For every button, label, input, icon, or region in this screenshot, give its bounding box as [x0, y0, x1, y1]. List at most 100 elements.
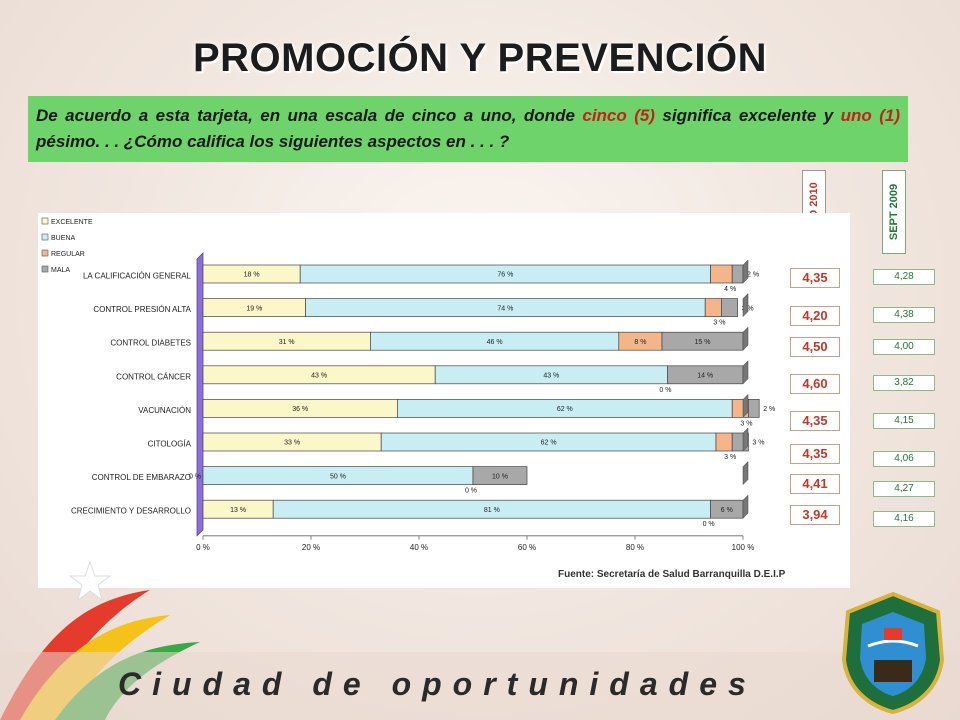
x-tick-label: 40 % [410, 543, 428, 552]
legend-label: EXCELENTE [51, 219, 93, 226]
legend-swatch [41, 249, 49, 257]
star-icon [68, 560, 112, 602]
data-label: 6 % [721, 507, 733, 514]
data-label: 0 % [703, 521, 715, 528]
footer-slogan: Ciudad de oportunidades [118, 666, 757, 702]
stacked-bar-chart: EXCELENTE BUENA REGULAR MALA LA CALIFICACIÓN… [41, 217, 775, 552]
score-sept-2009: 4,38 [873, 307, 935, 323]
question-box: De acuerdo a esta tarjeta, en una escala… [28, 96, 908, 162]
bar-segment [710, 264, 733, 284]
bar-segment [472, 466, 528, 485]
score-mayo-2010: 3,94 [790, 505, 840, 525]
score-mayo-2010: 4,60 [790, 374, 840, 394]
bar-segment [704, 298, 722, 317]
data-label: 2 % [747, 272, 759, 279]
coat-of-arms-icon [841, 591, 945, 714]
data-label: 14 % [697, 373, 713, 380]
data-label: 62 % [541, 440, 557, 447]
legend-swatch [41, 217, 49, 225]
bar-segment [721, 298, 738, 317]
data-label: 3 % [752, 440, 764, 447]
data-label: 43 % [311, 373, 327, 380]
data-label: 3 % [740, 420, 752, 427]
column-header-sept: SEPT 2009 [882, 170, 906, 254]
data-label: 46 % [487, 339, 503, 346]
score-sept-2009: 4,28 [873, 269, 935, 285]
score-mayo-2010: 4,35 [790, 444, 840, 464]
page-title: PROMOCIÓN Y PREVENCIÓN [192, 36, 768, 80]
question-text-3: pésimo. . . ¿Cómo califica los siguiente… [36, 132, 510, 151]
x-tick-label: 20 % [302, 543, 320, 552]
score-sept-2009: 4,15 [873, 413, 935, 429]
legend-swatch [41, 265, 49, 273]
bar-cap [742, 292, 749, 318]
x-tick-label: 60 % [518, 543, 536, 552]
data-label: 0 % [659, 387, 671, 394]
category-label: CITOLOGÍA [148, 440, 192, 449]
legend-label: BUENA [51, 235, 75, 242]
chart-panel: EXCELENTE BUENA REGULAR MALA LA CALIFICACIÓN… [38, 213, 850, 588]
bar-segment [748, 399, 760, 418]
data-label: 13 % [230, 507, 246, 514]
score-mayo-2010: 4,20 [790, 306, 840, 326]
data-label: 8 % [634, 339, 646, 346]
category-label: CONTROL PRESIÓN ALTA [93, 305, 191, 314]
score-sept-2009: 4,06 [873, 451, 935, 467]
data-label: 2 % [763, 406, 775, 413]
data-label: 81 % [484, 507, 500, 514]
data-label: 74 % [497, 305, 513, 312]
data-label: 0 % [189, 473, 201, 480]
score-mayo-2010: 4,35 [790, 411, 840, 431]
score-mayo-2010: 4,35 [790, 268, 840, 288]
data-label: 19 % [246, 305, 262, 312]
data-label: 0 % [465, 488, 477, 495]
legend-label: REGULAR [51, 251, 85, 258]
bar-cap [742, 360, 749, 385]
bar-cap [742, 460, 749, 486]
score-sept-2009: 4,27 [873, 481, 935, 497]
question-cinco: cinco (5) [582, 106, 655, 125]
category-label: CONTROL DIABETES [110, 339, 191, 348]
category-label: CONTROL CÁNCER [116, 372, 191, 381]
bar-cap [742, 494, 749, 519]
data-label: 31 % [279, 339, 295, 346]
category-label: VACUNACIÓN [138, 406, 191, 415]
bar-cap [742, 427, 749, 452]
data-label: 76 % [497, 272, 513, 279]
data-label: 50 % [330, 473, 346, 480]
data-label: 43 % [543, 373, 559, 380]
bar-segment [731, 264, 744, 284]
data-label: 3 % [724, 454, 736, 461]
category-label: CRECIMIENTO Y DESARROLLO [71, 507, 191, 516]
data-label: 36 % [292, 406, 308, 413]
bar-cap [742, 393, 749, 419]
question-uno: uno (1) [840, 106, 901, 125]
footer-decoration [0, 560, 960, 720]
question-text-2: significa excelente y [654, 106, 841, 125]
data-label: 33 % [284, 440, 300, 447]
score-mayo-2010: 4,41 [790, 474, 840, 494]
bar-cap [742, 259, 749, 284]
x-tick-label: 0 % [196, 543, 210, 552]
category-label: LA CALIFICACIÓN GENERAL [83, 272, 192, 281]
score-sept-2009: 3,82 [873, 375, 935, 391]
data-label: 62 % [557, 406, 573, 413]
x-tick-label: 80 % [626, 543, 644, 552]
data-label: 3 % [713, 320, 725, 327]
score-sept-2009: 4,00 [873, 339, 935, 355]
score-mayo-2010: 4,50 [790, 337, 840, 357]
bar-cap [742, 326, 749, 351]
category-label: CONTROL DE EMBARAZO [92, 473, 191, 482]
source-note: Fuente: Secretaría de Salud Barranquilla… [558, 569, 786, 580]
data-label: 18 % [244, 272, 260, 279]
legend-swatch [41, 233, 49, 241]
axis-wall [196, 252, 204, 537]
data-label: 10 % [492, 473, 508, 480]
data-label: 15 % [695, 339, 711, 346]
question-text-1: De acuerdo a esta tarjeta, en una escala… [36, 106, 583, 125]
score-sept-2009: 4,16 [873, 511, 935, 527]
bar-segment [715, 432, 733, 452]
x-tick-label: 100 % [732, 543, 755, 552]
data-label: 4 % [724, 286, 736, 293]
legend-label: MALA [51, 267, 70, 274]
